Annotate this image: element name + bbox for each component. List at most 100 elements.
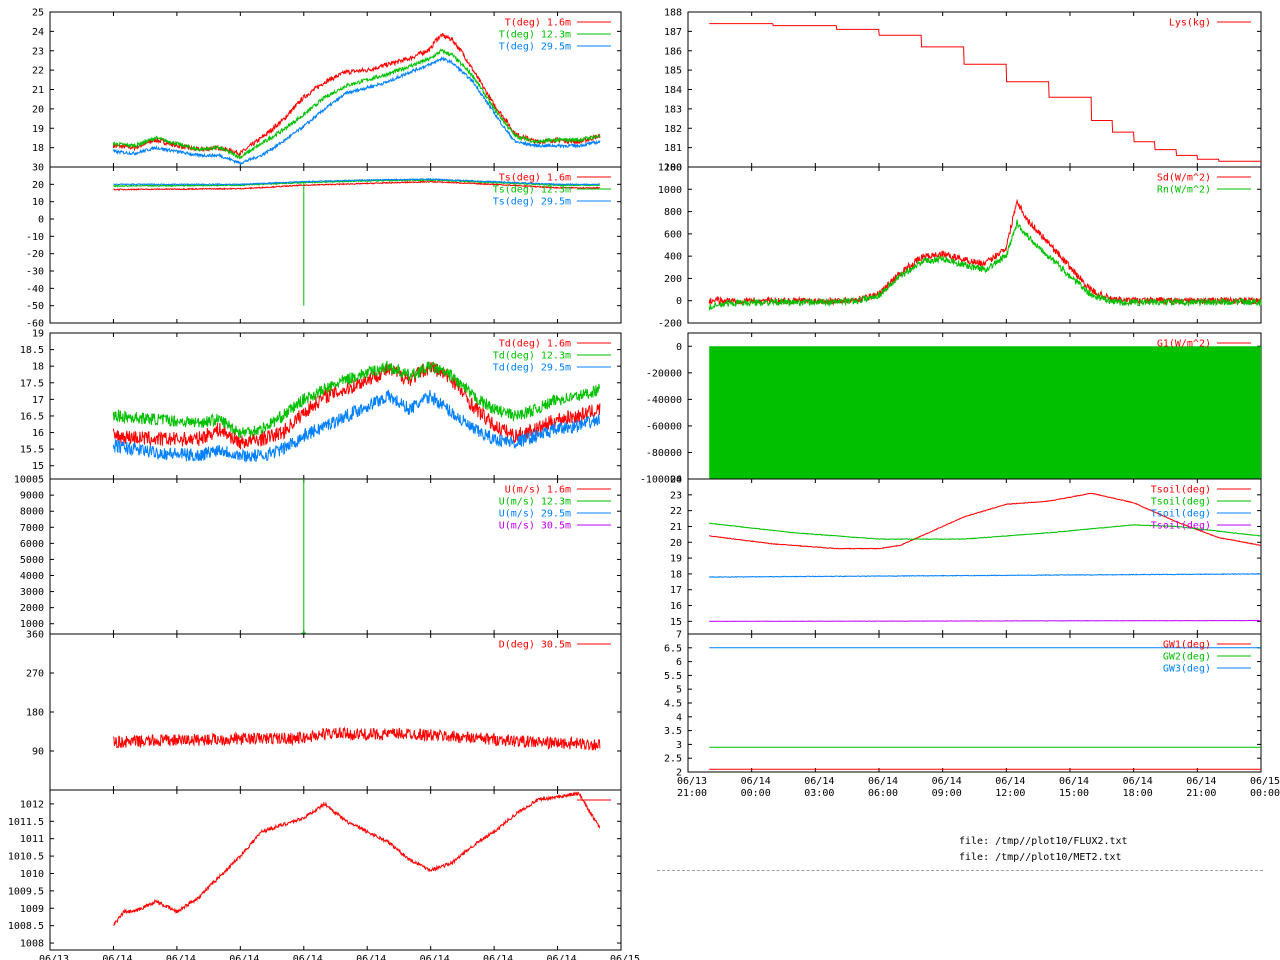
y-tick-label: 25: [32, 8, 44, 19]
legend-label: Lys(kg): [1169, 18, 1211, 29]
y-tick-label: 1008: [20, 939, 44, 950]
y-tick-label: 4.5: [664, 699, 682, 710]
y-tick-label: 2: [676, 768, 682, 779]
legend-label: T(deg) 12.3m: [499, 30, 571, 41]
y-tick-label: 18: [32, 143, 44, 154]
y-tick-label: 4: [676, 712, 682, 723]
y-tick-label: -60: [26, 319, 44, 330]
y-tick-label: 17: [670, 585, 682, 596]
y-tick-label: 184: [664, 85, 682, 96]
y-tick-label: 18: [670, 569, 682, 580]
y-tick-label: 1012: [20, 799, 44, 810]
series-line: [709, 619, 1262, 623]
y-tick-label: 22: [670, 506, 682, 517]
legend-label: U(m/s) 12.3m: [499, 497, 571, 508]
y-tick-label: 20: [670, 538, 682, 549]
x-tick-date: 06/14: [932, 776, 962, 787]
x-tick-date: 06/13: [677, 776, 707, 787]
y-tick-label: 1009: [20, 904, 44, 915]
x-tick-time: 18:00: [1123, 788, 1153, 799]
y-tick-label: 5: [676, 685, 682, 696]
y-tick-label: 15: [32, 461, 44, 472]
y-tick-label: 187: [664, 27, 682, 38]
y-tick-label: 20: [32, 180, 44, 191]
y-tick-label: 21: [32, 85, 44, 96]
legend-label: U(m/s) 1.6m: [505, 485, 571, 496]
y-tick-label: 4000: [20, 571, 44, 582]
y-tick-label: 1010.5: [8, 852, 44, 863]
y-tick-label: 24: [32, 27, 44, 38]
y-tick-label: 200: [664, 274, 682, 285]
legend-label: Ts(deg) 29.5m: [493, 197, 571, 208]
y-tick-label: 18.5: [20, 345, 44, 356]
y-tick-label: 16: [670, 601, 682, 612]
y-tick-label: 22: [32, 66, 44, 77]
legend-label: D(deg) 30.5m: [499, 640, 571, 651]
series-line: [708, 198, 1262, 306]
series-line: [112, 48, 601, 160]
y-tick-label: 186: [664, 46, 682, 57]
series-line: [112, 361, 601, 450]
legend-label: Tsoil(deg): [1151, 485, 1211, 496]
y-tick-label: 800: [664, 207, 682, 218]
x-tick-time: 15:00: [1059, 788, 1089, 799]
y-tick-label: 8000: [20, 507, 44, 518]
x-tick-date: 06/14: [483, 954, 513, 960]
legend-label: Rn(W/m^2): [1157, 185, 1211, 196]
y-tick-label: 15: [670, 617, 682, 628]
x-tick-date: 06/13: [39, 954, 69, 960]
y-tick-label: 21: [670, 522, 682, 533]
series-line: [708, 522, 1262, 541]
y-tick-label: 600: [664, 229, 682, 240]
legend-label: Tsoil(deg): [1151, 497, 1211, 508]
x-tick-date: 06/14: [102, 954, 132, 960]
x-tick-time: 12:00: [995, 788, 1025, 799]
legend-label: U(m/s) 29.5m: [499, 509, 571, 520]
y-tick-label: 185: [664, 66, 682, 77]
y-tick-label: 7: [676, 630, 682, 641]
y-tick-label: 5.5: [664, 671, 682, 682]
x-tick-date: 06/14: [804, 776, 834, 787]
y-tick-label: 18: [32, 362, 44, 373]
series-line: [112, 360, 601, 439]
panel-frame: [49, 789, 622, 951]
legend-label: Td(deg) 29.5m: [493, 363, 571, 374]
x-tick-date: 06/14: [1123, 776, 1153, 787]
panel-frame: [49, 633, 622, 791]
y-tick-label: 1000: [658, 185, 682, 196]
y-tick-label: 6.5: [664, 643, 682, 654]
legend-label: U(m/s) 30.5m: [499, 521, 571, 532]
y-tick-label: 24: [670, 475, 682, 486]
y-tick-label: 1000: [20, 619, 44, 630]
x-tick-date: 06/14: [1059, 776, 1089, 787]
panel-frame: [687, 11, 1262, 168]
y-tick-label: 181: [664, 143, 682, 154]
x-tick-date: 06/14: [995, 776, 1025, 787]
y-tick-label: 360: [26, 630, 44, 641]
y-tick-label: 3: [676, 740, 682, 751]
x-tick-date: 06/14: [293, 954, 323, 960]
y-tick-label: 2000: [20, 603, 44, 614]
panel-frame: [687, 166, 1262, 324]
x-tick-date: 06/14: [547, 954, 577, 960]
legend-label: Ts(deg) 1.6m: [499, 173, 571, 184]
y-tick-label: 20: [32, 104, 44, 115]
series-line: [113, 791, 601, 926]
legend-label: GW2(deg): [1163, 652, 1211, 663]
x-tick-date: 06/14: [166, 954, 196, 960]
y-tick-label: -30: [26, 267, 44, 278]
series-line: [112, 726, 601, 751]
y-tick-label: 23: [32, 46, 44, 57]
y-tick-label: 270: [26, 669, 44, 680]
y-tick-label: 3.5: [664, 726, 682, 737]
y-tick-label: -100000: [640, 475, 682, 486]
legend-label: T(deg) 1.6m: [505, 18, 571, 29]
series-line: [709, 23, 1261, 162]
legend-label: G1(W/m^2): [1157, 339, 1211, 350]
y-tick-label: 16: [32, 428, 44, 439]
y-tick-label: 0: [38, 215, 44, 226]
y-tick-label: 7000: [20, 523, 44, 534]
y-tick-label: 1010: [20, 869, 44, 880]
y-tick-label: -40: [26, 284, 44, 295]
